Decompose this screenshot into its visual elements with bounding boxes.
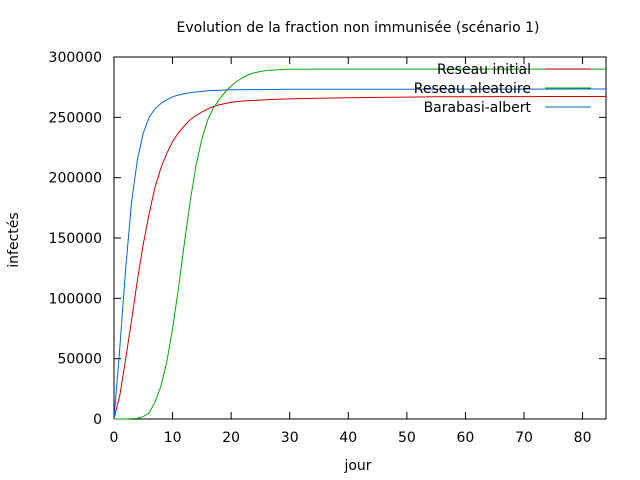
legend-label-2: Barabasi-albert: [424, 100, 532, 116]
x-tick-label: 0: [110, 430, 119, 446]
x-tick-label: 10: [164, 430, 182, 446]
y-tick-label: 50000: [57, 352, 102, 368]
legend-label-0: Reseau initial: [437, 62, 531, 78]
x-tick-label: 70: [515, 430, 533, 446]
x-tick-label: 60: [457, 430, 475, 446]
axes: 0 10 20 30 40 50 60 70 80 0 50000 100000 150000 20000…: [49, 50, 607, 446]
y-tick-label: 0: [93, 412, 102, 428]
y-tick-label: 250000: [49, 110, 102, 126]
x-axis-label: jour: [343, 458, 371, 474]
y-tick-label: 300000: [49, 50, 102, 66]
y-tick-label: 150000: [49, 231, 102, 247]
x-tick-label: 40: [339, 430, 357, 446]
y-tick-label: 100000: [49, 291, 102, 307]
x-tick-label: 50: [398, 430, 416, 446]
y-axis-label: infectés: [6, 212, 22, 267]
chart-title: Evolution de la fraction non immunisée (…: [177, 20, 540, 36]
legend: Reseau initial Reseau aleatoire Barabasi-a…: [414, 62, 591, 116]
series-line-0: [113, 96, 606, 420]
series-line-1: [114, 68, 606, 420]
x-tick-label: 80: [574, 430, 592, 446]
plot-frame: [113, 56, 607, 420]
x-tick-label: 20: [222, 430, 240, 446]
series-line-2: [113, 88, 606, 420]
legend-label-1: Reseau aleatoire: [414, 81, 531, 97]
x-tick-label: 30: [281, 430, 299, 446]
series-lines: [113, 68, 606, 420]
y-tick-label: 200000: [49, 171, 102, 187]
